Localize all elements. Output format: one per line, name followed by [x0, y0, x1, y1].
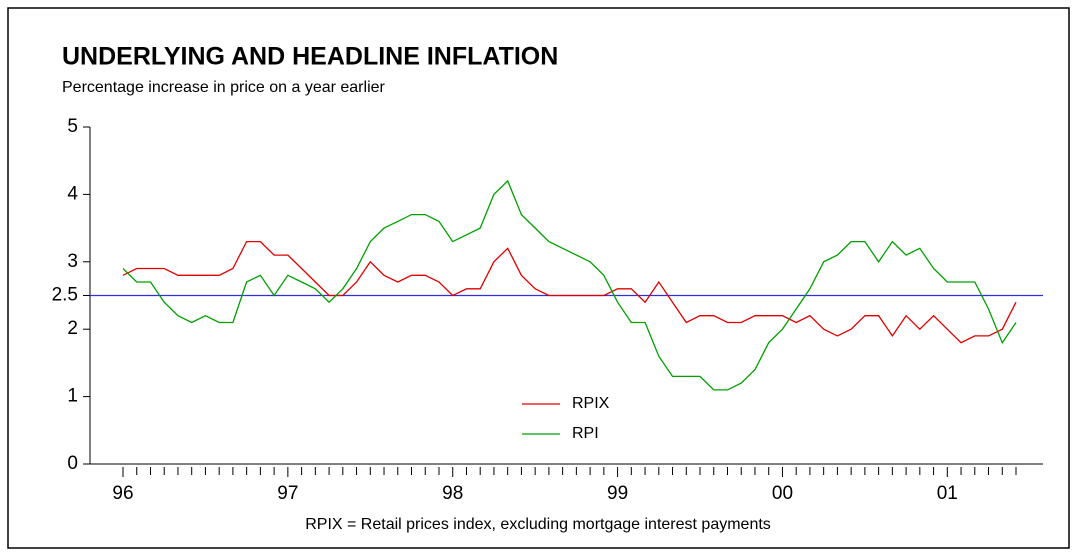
- y-tick-label: 4: [67, 183, 78, 204]
- chart-subtitle: Percentage increase in price on a year e…: [62, 79, 386, 96]
- y-tick-label: 1: [67, 386, 78, 407]
- x-tick-label: 96: [112, 483, 133, 504]
- y-tick-label: 0: [67, 453, 78, 474]
- x-tick-label: 97: [277, 483, 298, 504]
- y-tick-label: 5: [67, 116, 78, 137]
- y-tick-label: 2: [67, 318, 78, 339]
- footnote: RPIX = Retail prices index, excluding mo…: [305, 516, 771, 533]
- y-tick-label: 2.5: [52, 285, 78, 306]
- y-tick-label: 3: [67, 251, 78, 272]
- series-line: [122, 240, 1017, 344]
- chart-title: UNDERLYING AND HEADLINE INFLATION: [62, 43, 558, 71]
- series-line: [122, 179, 1017, 391]
- legend-label: RPI: [572, 425, 599, 442]
- frame: [7, 7, 1070, 549]
- x-tick-label: 01: [937, 483, 958, 504]
- legend-label: RPIX: [572, 395, 610, 412]
- x-tick-label: 00: [772, 483, 793, 504]
- x-tick-label: 99: [607, 483, 628, 504]
- x-tick-label: 98: [442, 483, 463, 504]
